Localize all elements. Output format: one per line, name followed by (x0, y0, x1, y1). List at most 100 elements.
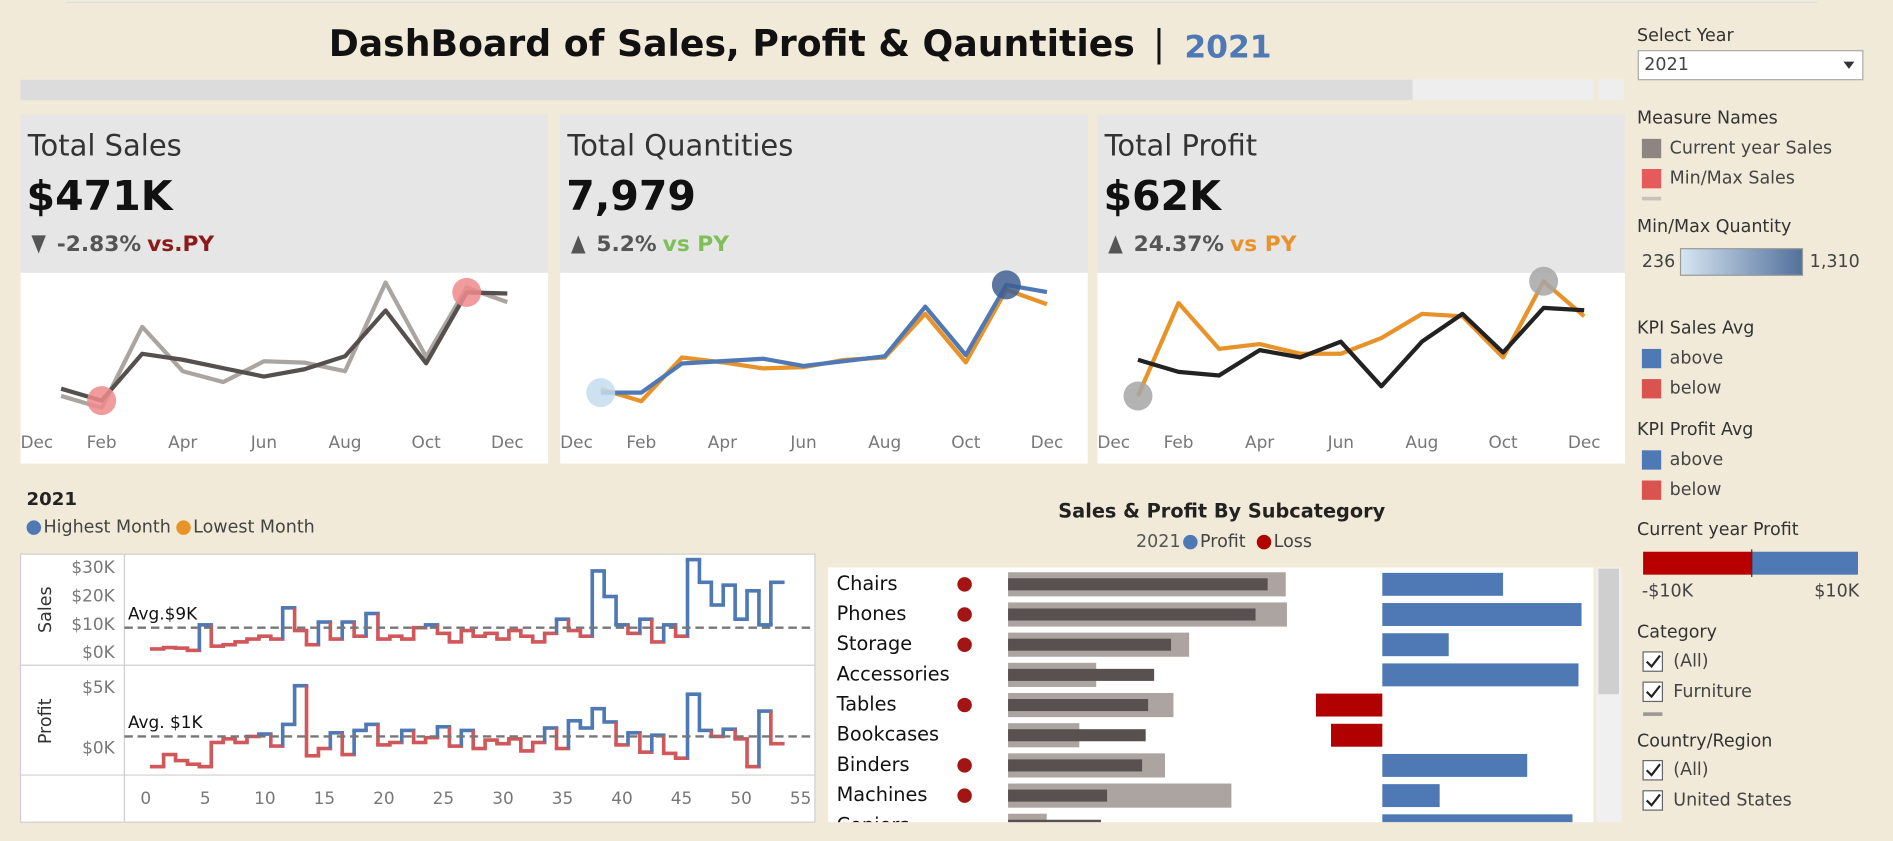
profit-bar (1382, 572, 1504, 596)
checkbox-label[interactable]: United States (1673, 790, 1792, 810)
average-label: Avg. $1K (128, 712, 204, 732)
legend-max: $10K (1814, 582, 1859, 602)
kpi-title: Total Profit (1104, 128, 1257, 162)
decline-dot (957, 577, 972, 592)
progress-bar (20, 79, 1413, 101)
legend-title: 2021 (1136, 532, 1181, 552)
title-separator: | (1153, 22, 1165, 65)
x-tick-label: 20 (373, 788, 394, 808)
x-tick-label: Dec (491, 432, 524, 452)
sidebar: Select Year 2021 Measure Names Current year… (1637, 26, 1864, 811)
kpi-change-line: 5.2% vs PY (596, 232, 729, 257)
x-tick-label: 5 (200, 788, 211, 808)
series-line (60, 280, 509, 410)
category-label: Bookcases (837, 723, 939, 746)
y-tick-label: $10K (71, 614, 115, 634)
legend-dot (176, 520, 191, 535)
dropdown-value[interactable]: 2021 (1644, 55, 1689, 75)
x-tick-label: 35 (552, 788, 573, 808)
checkmark (1645, 763, 1661, 777)
legend-min: -$10K (1642, 582, 1694, 602)
kpi-comparison: vs PY (663, 232, 730, 257)
x-tick-label: 25 (433, 788, 454, 808)
legend-label: above (1670, 450, 1724, 470)
x-tick-label: Aug (329, 432, 362, 452)
checkbox[interactable] (1642, 759, 1664, 781)
decline-dot (957, 607, 972, 622)
category-label: Phones (837, 602, 907, 625)
legend-dot (26, 520, 42, 535)
checkmark (1645, 654, 1661, 669)
sales-bar (1008, 668, 1155, 681)
checkmark (1645, 793, 1661, 807)
kpi-value: $471K (27, 172, 175, 220)
checkbox-label[interactable]: Furniture (1673, 682, 1752, 702)
sales-bar (1008, 819, 1102, 823)
x-tick-label: 30 (492, 788, 513, 808)
kpi-value: $62K (1103, 172, 1223, 220)
kpi-change-line: 24.37% vs PY (1134, 232, 1297, 257)
filter-title: Current year Profit (1637, 520, 1799, 540)
checkbox-label[interactable]: (All) (1673, 652, 1708, 672)
x-tick-label: Dec (1031, 432, 1064, 452)
x-tick-label: Dec (1568, 432, 1601, 452)
kpi-comparison: vs PY (1230, 232, 1297, 257)
min-marker (1123, 381, 1153, 411)
legend-swatch (1641, 138, 1662, 159)
decline-dot (957, 637, 972, 652)
x-tick-label: Oct (951, 432, 981, 452)
legend-label: Loss (1274, 532, 1312, 552)
color-ramp (1679, 248, 1804, 276)
checkbox[interactable] (1642, 651, 1664, 672)
filter-title: KPI Profit Avg (1637, 420, 1753, 440)
profit-ramp-positive (1751, 551, 1858, 575)
sales-bar (1008, 638, 1172, 651)
filter-title: Min/Max Quantity (1637, 217, 1791, 237)
scrollbar-thumb[interactable] (1598, 568, 1619, 695)
x-tick-label: Aug (868, 432, 901, 452)
average-label: Avg.$9K (128, 603, 198, 623)
progress-track (1412, 79, 1594, 101)
kpi-comparison: vs.PY (147, 232, 214, 257)
checkbox-label[interactable]: (All) (1673, 760, 1708, 780)
max-marker (452, 277, 482, 307)
x-tick-label: Feb (626, 432, 656, 452)
kpi-title: Total Sales (27, 128, 182, 162)
profit-bar (1382, 753, 1528, 777)
kpi-value: 7,979 (566, 172, 696, 220)
checkbox[interactable] (1642, 681, 1664, 703)
x-tick-label: Apr (168, 432, 197, 452)
trend-arrow (1108, 235, 1123, 254)
category-label: Tables (836, 693, 897, 716)
category-label: Binders (837, 753, 910, 776)
x-tick-label: Aug (1405, 432, 1438, 452)
max-marker (991, 270, 1021, 300)
dropdown-arrow[interactable] (1843, 61, 1855, 69)
chart-title: 2021 (27, 489, 77, 510)
profit-bar (1315, 693, 1383, 717)
trend-arrow (31, 235, 46, 254)
checkbox-cut (1643, 712, 1663, 716)
year-dropdown[interactable] (1637, 50, 1864, 81)
sparkline-chart: Dec Feb Apr Jun Aug Oct Dec (560, 270, 1063, 452)
sales-bar (1008, 813, 1047, 823)
legend-dot (1256, 534, 1272, 550)
sales-bar (1008, 759, 1143, 772)
legend-label: below (1670, 379, 1722, 399)
progress-end (1598, 79, 1624, 101)
legend-label: Current year Sales (1670, 138, 1832, 158)
category-label: Machines (837, 783, 928, 806)
profit-bar (1382, 814, 1573, 823)
filter-title: KPI Sales Avg (1637, 318, 1754, 338)
category-label: Copiers (837, 813, 910, 836)
panel-label: Profit (36, 698, 56, 744)
sales-bar (1008, 729, 1146, 742)
x-tick-label: 50 (730, 788, 751, 808)
kpi-header (560, 114, 1088, 273)
checkbox[interactable] (1642, 790, 1664, 811)
x-tick-label: Feb (87, 432, 117, 452)
x-tick-label: Dec (560, 432, 593, 452)
checkmark (1645, 685, 1661, 699)
x-tick-label: Feb (1164, 432, 1194, 452)
